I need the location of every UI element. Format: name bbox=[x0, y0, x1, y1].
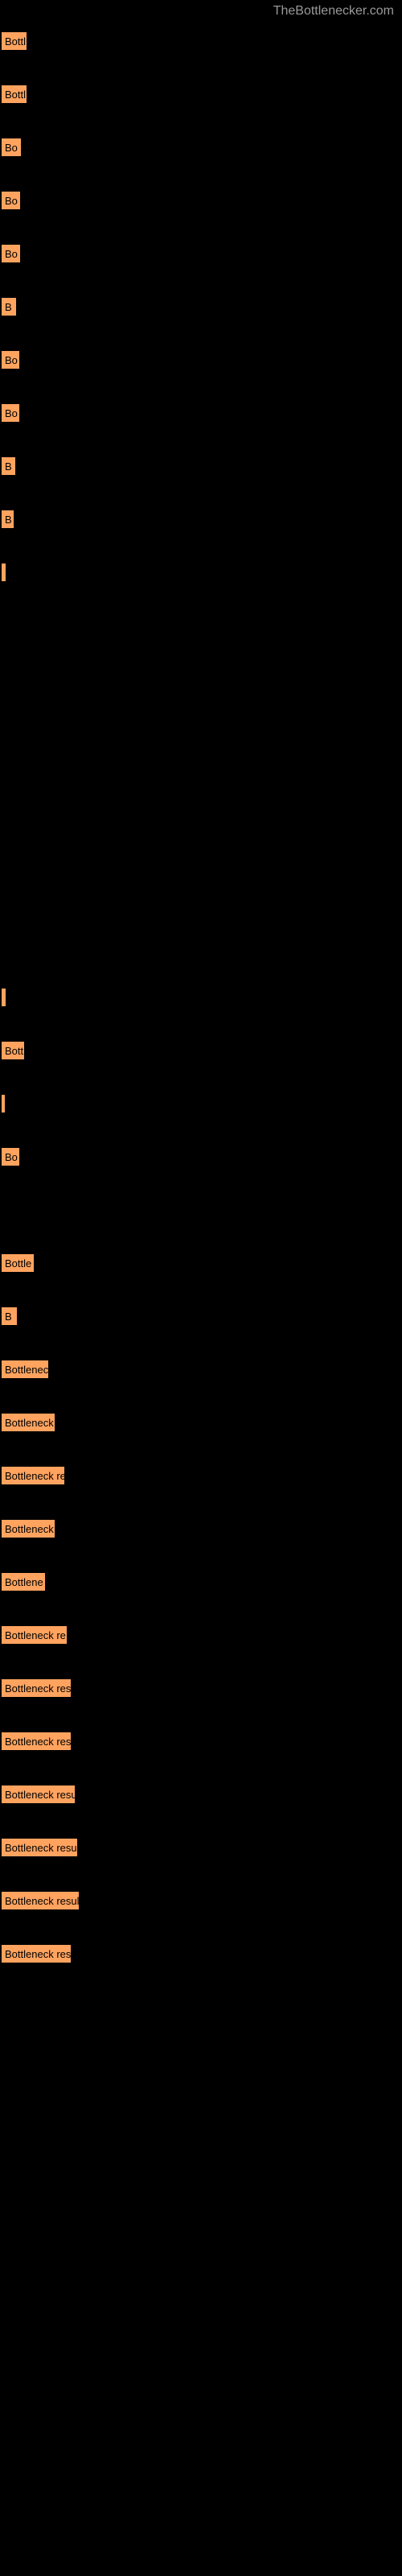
chart-bar: Bottleneck resul bbox=[0, 1890, 80, 1911]
bar-row: Bottleneck res bbox=[0, 1731, 402, 1752]
chart-bar bbox=[0, 1093, 6, 1114]
chart-bar: Bott bbox=[0, 1040, 26, 1061]
bar-row bbox=[0, 774, 402, 795]
bar-row: Bottl bbox=[0, 31, 402, 52]
chart-bar: Bottleneck bbox=[0, 1412, 56, 1433]
chart-bar: Bottleneck res bbox=[0, 1731, 72, 1752]
bar-row: Bottle bbox=[0, 1253, 402, 1274]
bar-row: Bottleneck bbox=[0, 1412, 402, 1433]
chart-bar: Bottlenec bbox=[0, 1359, 50, 1380]
chart-bar: Bottleneck re bbox=[0, 1624, 68, 1645]
chart-bar bbox=[0, 987, 7, 1008]
bar-row bbox=[0, 881, 402, 902]
bar-row bbox=[0, 934, 402, 955]
bar-row: Bottleneck re bbox=[0, 1465, 402, 1486]
watermark-text: TheBottlenecker.com bbox=[0, 0, 402, 31]
bar-row bbox=[0, 721, 402, 742]
chart-bar: Bottleneck resu bbox=[0, 1784, 76, 1805]
bar-row: B bbox=[0, 456, 402, 477]
bar-row: Bo bbox=[0, 1146, 402, 1167]
chart-bar: B bbox=[0, 1306, 18, 1327]
bar-row: Bottleneck resul bbox=[0, 1890, 402, 1911]
bar-row: Bo bbox=[0, 349, 402, 370]
bar-row bbox=[0, 1093, 402, 1114]
bar-row: Bo bbox=[0, 190, 402, 211]
bar-row: Bo bbox=[0, 243, 402, 264]
chart-bar: Bottl bbox=[0, 31, 28, 52]
bar-row: Bottleneck res bbox=[0, 1678, 402, 1699]
chart-bar: Bo bbox=[0, 349, 21, 370]
bar-row: Bottlenec bbox=[0, 1359, 402, 1380]
chart-bar: Bottleneck res bbox=[0, 1943, 72, 1964]
bar-row bbox=[0, 615, 402, 636]
bar-row: B bbox=[0, 509, 402, 530]
bar-row: Bottleneck bbox=[0, 1518, 402, 1539]
chart-bar: Bo bbox=[0, 1146, 21, 1167]
chart-bar: Bo bbox=[0, 137, 23, 158]
chart-bar: Bottleneck re bbox=[0, 1465, 66, 1486]
bar-row: Bottl bbox=[0, 84, 402, 105]
bar-row: Bo bbox=[0, 137, 402, 158]
bar-row bbox=[0, 668, 402, 689]
bar-row: Bottleneck re bbox=[0, 1624, 402, 1645]
bar-chart: Bottl Bottl Bo Bo Bo B Bo Bo B B Bott Bo Bottle B Bott… bbox=[0, 31, 402, 1964]
chart-bar bbox=[0, 562, 7, 583]
bar-row bbox=[0, 1199, 402, 1220]
bar-row bbox=[0, 987, 402, 1008]
bar-row bbox=[0, 562, 402, 583]
chart-bar: Bottl bbox=[0, 84, 28, 105]
chart-bar: Bo bbox=[0, 243, 22, 264]
chart-bar: Bottlene bbox=[0, 1571, 47, 1592]
chart-bar: Bottleneck bbox=[0, 1518, 56, 1539]
bar-row: Bottleneck resu bbox=[0, 1784, 402, 1805]
bar-row bbox=[0, 828, 402, 848]
chart-bar: Bo bbox=[0, 402, 21, 423]
bar-row: Bott bbox=[0, 1040, 402, 1061]
chart-bar: B bbox=[0, 509, 15, 530]
chart-bar: Bottle bbox=[0, 1253, 35, 1274]
bar-row: Bo bbox=[0, 402, 402, 423]
chart-bar: Bo bbox=[0, 190, 22, 211]
chart-bar: Bottleneck res bbox=[0, 1678, 72, 1699]
chart-bar: Bottleneck resul bbox=[0, 1837, 79, 1858]
bar-row: Bottlene bbox=[0, 1571, 402, 1592]
bar-row: Bottleneck res bbox=[0, 1943, 402, 1964]
bar-row: B bbox=[0, 296, 402, 317]
bar-row: B bbox=[0, 1306, 402, 1327]
chart-bar: B bbox=[0, 296, 18, 317]
bar-row: Bottleneck resul bbox=[0, 1837, 402, 1858]
chart-bar: B bbox=[0, 456, 17, 477]
